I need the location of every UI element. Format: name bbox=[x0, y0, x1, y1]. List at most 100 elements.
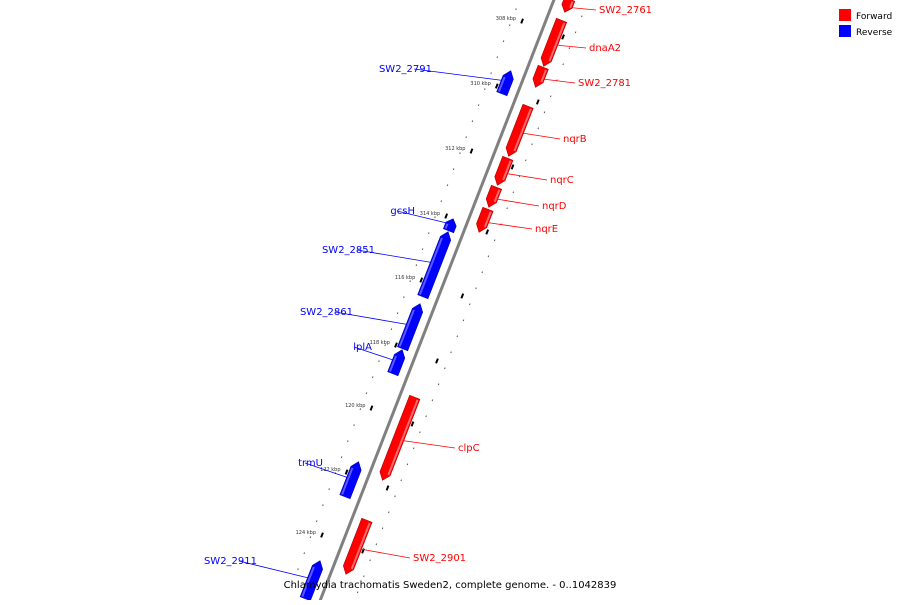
gene-arrow[interactable] bbox=[540, 17, 568, 67]
gene-arrow[interactable] bbox=[505, 103, 534, 157]
gene-arrow-shade bbox=[387, 399, 419, 476]
minor-tick bbox=[496, 56, 499, 59]
gene-label: nqrC bbox=[550, 175, 574, 186]
minor-tick bbox=[525, 159, 527, 162]
minor-tick bbox=[356, 591, 359, 594]
gene-label: SW2_2861 bbox=[300, 307, 353, 318]
gene-arrow[interactable] bbox=[299, 560, 323, 602]
minor-tick bbox=[459, 152, 461, 155]
minor-tick bbox=[365, 392, 368, 395]
major-ticks: 308 kbp 310 kbp 312 kbp 314 kbp 116 kbp 118 k… bbox=[296, 16, 565, 554]
gene-sw2-2781[interactable]: SW2_2781 bbox=[532, 64, 631, 89]
tick-label: 314 kbp bbox=[420, 211, 440, 217]
gene-sw2-2861[interactable]: SW2_2861 bbox=[300, 303, 423, 352]
minor-tick bbox=[581, 15, 583, 18]
tick-label: 118 kbp bbox=[370, 340, 390, 346]
gene-arrow-shade bbox=[398, 309, 415, 347]
minor-tick bbox=[512, 191, 515, 194]
gene-arrow-shade bbox=[350, 522, 371, 570]
gene-label-leader bbox=[304, 462, 347, 478]
gene-clpc[interactable]: clpC bbox=[379, 394, 480, 481]
gene-label: SW2_2781 bbox=[578, 78, 631, 89]
major-tick bbox=[510, 164, 515, 170]
minor-tick bbox=[493, 239, 496, 242]
minor-tick bbox=[297, 568, 299, 571]
genome-backbone bbox=[316, 0, 556, 605]
minor-tick bbox=[487, 255, 490, 258]
minor-tick bbox=[315, 520, 318, 523]
gene-sw2-2851[interactable]: SW2_2851 bbox=[322, 231, 452, 300]
gene-label: SW2_2911 bbox=[204, 556, 257, 567]
gene-label: nqrD bbox=[542, 201, 567, 212]
gene-arrow[interactable] bbox=[339, 461, 362, 500]
gene-arrow[interactable] bbox=[496, 70, 514, 97]
gene-label: SW2_2901 bbox=[413, 553, 466, 564]
minor-tick bbox=[549, 95, 552, 98]
tick-label: 116 kbp bbox=[395, 275, 415, 281]
gene-arrow[interactable] bbox=[387, 349, 406, 377]
minor-tick bbox=[403, 296, 405, 299]
major-tick bbox=[320, 532, 324, 538]
gene-label: lplA bbox=[353, 342, 372, 353]
gene-nqrb[interactable]: nqrB bbox=[505, 103, 587, 157]
gene-label-leader bbox=[413, 68, 502, 81]
gene-label-leader bbox=[497, 198, 540, 207]
gene-label-leader bbox=[238, 560, 308, 579]
gene-label-leader bbox=[544, 78, 576, 84]
gene-arrow[interactable] bbox=[485, 184, 503, 208]
gene-gcsh[interactable]: gcsH bbox=[390, 206, 457, 234]
minor-tick bbox=[468, 303, 471, 306]
gene-arrow[interactable] bbox=[379, 394, 421, 481]
gene-arrow[interactable] bbox=[343, 517, 373, 575]
minor-tick bbox=[328, 488, 330, 491]
gene-arrow[interactable] bbox=[532, 64, 549, 88]
gene-label-leader bbox=[488, 222, 533, 230]
tick-label: 124 kbp bbox=[296, 530, 316, 536]
major-tick bbox=[494, 83, 499, 89]
minor-tick bbox=[400, 479, 403, 482]
gene-arrow[interactable] bbox=[476, 206, 494, 233]
gene-arrow[interactable] bbox=[494, 155, 514, 186]
gene-sw2-2761[interactable]: SW2_2761 bbox=[561, 0, 652, 16]
gene-dnaa2[interactable]: dnaA2 bbox=[540, 17, 621, 67]
gene-arrow[interactable] bbox=[561, 0, 576, 13]
gene-label: trmU bbox=[298, 458, 323, 469]
minor-tick bbox=[431, 399, 434, 402]
gene-lpla[interactable]: lplA bbox=[353, 342, 406, 377]
gene-sw2-2911[interactable]: SW2_2911 bbox=[204, 556, 323, 602]
minor-tick bbox=[412, 447, 415, 450]
gene-label-leader bbox=[356, 249, 431, 263]
major-tick bbox=[520, 18, 524, 24]
major-tick bbox=[344, 469, 349, 475]
gene-label-leader bbox=[353, 346, 393, 361]
gene-arrow-shade bbox=[569, 1, 574, 9]
tick-label: 310 kbp bbox=[470, 81, 490, 87]
gene-arrow[interactable] bbox=[442, 218, 457, 234]
gene-sw2-2791[interactable]: SW2_2791 bbox=[379, 64, 514, 97]
minor-tick bbox=[462, 319, 465, 322]
minor-tick bbox=[303, 552, 305, 555]
gene-arrow[interactable] bbox=[397, 303, 423, 352]
minor-ticks bbox=[291, 8, 583, 594]
minor-tick bbox=[440, 200, 443, 203]
legend-reverse-label: Reverse bbox=[856, 28, 893, 38]
minor-tick bbox=[543, 111, 546, 114]
minor-tick bbox=[390, 328, 393, 331]
minor-tick bbox=[515, 8, 517, 11]
gene-label: nqrB bbox=[563, 134, 587, 145]
gene-sw2-2901[interactable]: SW2_2901 bbox=[343, 517, 466, 575]
minor-tick bbox=[396, 312, 399, 315]
minor-tick bbox=[444, 367, 446, 370]
gene-arrow[interactable] bbox=[417, 231, 452, 300]
gene-nqrc[interactable]: nqrC bbox=[494, 155, 574, 186]
minor-tick bbox=[574, 31, 577, 34]
gene-trmu[interactable]: trmU bbox=[298, 458, 362, 500]
tick-label: 122 kbp bbox=[320, 467, 340, 473]
gene-nqrd[interactable]: nqrD bbox=[485, 184, 567, 212]
minor-tick bbox=[406, 463, 409, 466]
gene-arrow-shade bbox=[498, 76, 506, 92]
minor-tick bbox=[502, 40, 505, 43]
gene-arrow-shade bbox=[418, 237, 443, 295]
gene-nqre[interactable]: nqrE bbox=[476, 206, 558, 235]
gene-label-leader bbox=[396, 210, 446, 224]
